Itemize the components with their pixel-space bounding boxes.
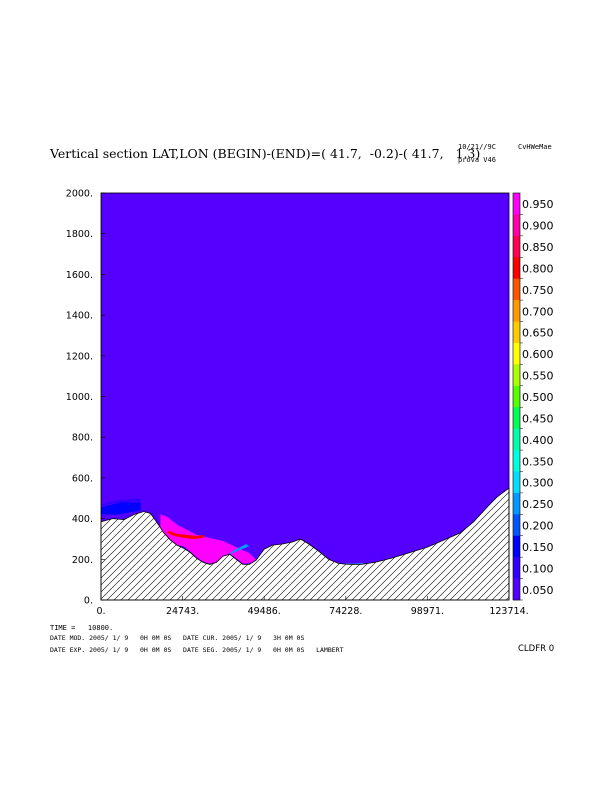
experiment-name: prova V46: [458, 156, 496, 164]
colorbar-label-17: 0.100: [522, 562, 554, 575]
colorbar-frame: [512, 192, 521, 601]
colorbar-swatch-0: [513, 193, 520, 215]
colorbar-label-10: 0.450: [522, 412, 554, 425]
date-line-1: DATE MOD. 2005/ 1/ 9 0H 0M 0S DATE CUR. …: [50, 634, 305, 642]
y-tick-label-10: 2000.: [66, 189, 93, 200]
colorbar-label-18: 0.050: [522, 584, 554, 597]
colorbar-swatch-4: [513, 278, 520, 301]
model-name: CvHWeMae: [518, 143, 552, 151]
y-tick-label-7: 1400.: [66, 311, 93, 322]
colorbar-swatch-9: [513, 385, 520, 408]
run-date: 10/21//9C: [458, 143, 496, 151]
cloud-region-3: [167, 530, 204, 539]
colorbar-label-16: 0.150: [522, 541, 554, 554]
colorbar-swatch-5: [513, 300, 520, 322]
x-tick-label-0: 0.: [96, 606, 105, 617]
colorbar-label-12: 0.350: [522, 455, 554, 468]
colorbar-label-3: 0.800: [522, 262, 554, 275]
y-tick-label-9: 1800.: [66, 229, 93, 240]
colorbar-swatch-8: [513, 364, 520, 387]
y-tick-label-1: 200.: [72, 555, 93, 566]
colorbar-swatch-12: [513, 450, 520, 472]
colorbar-label-9: 0.500: [522, 391, 554, 404]
colorbar-label-1: 0.900: [522, 220, 554, 233]
variable-label: CLDFR 0: [518, 644, 555, 654]
y-tick-label-3: 600.: [72, 473, 93, 484]
colorbar-label-5: 0.700: [522, 305, 554, 318]
colorbar-swatch-10: [513, 407, 520, 429]
y-tick-label-5: 1000.: [66, 392, 93, 403]
x-tick-label-2: 49486.: [248, 606, 281, 617]
terrain: [100, 487, 510, 601]
y-tick-label-6: 1200.: [66, 351, 93, 362]
cloud-region-1: [101, 498, 141, 507]
colorbar-label-4: 0.750: [522, 284, 554, 297]
cloud-region-2: [160, 514, 256, 564]
colorbar-label-0: 0.950: [522, 198, 554, 211]
colorbar-swatch-2: [513, 235, 520, 258]
colorbar-swatch-18: [513, 578, 520, 601]
colorbar-label-14: 0.250: [522, 498, 554, 511]
time-label: TIME = 10800.: [50, 624, 114, 632]
x-tick-label-3: 74228.: [329, 606, 362, 617]
x-tick-label-1: 24743.: [166, 606, 199, 617]
x-tick-label-5: 123714.: [489, 606, 528, 617]
date-line-2: DATE EXP. 2005/ 1/ 9 0H 0M 0S DATE SEG. …: [50, 646, 344, 654]
y-tick-label-2: 400.: [72, 514, 93, 525]
colorbar-label-11: 0.400: [522, 434, 554, 447]
y-tick-label-0: 0.: [84, 596, 93, 607]
cloud-region-4: [228, 544, 250, 555]
colorbar-swatch-13: [513, 471, 520, 494]
colorbar-label-2: 0.850: [522, 241, 554, 254]
colorbar-swatch-15: [513, 514, 520, 537]
colorbar-swatch-14: [513, 492, 520, 515]
chart-title: Vertical section LAT,LON (BEGIN)-(END)=(…: [50, 146, 481, 161]
y-tick-label-4: 800.: [72, 433, 93, 444]
colorbar-label-6: 0.650: [522, 327, 554, 340]
cloud-region-0: [101, 502, 141, 515]
colorbar-label-7: 0.600: [522, 348, 554, 361]
colorbar-swatch-3: [513, 257, 520, 279]
x-tick-label-4: 98971.: [411, 606, 444, 617]
colorbar-swatch-11: [513, 428, 520, 451]
colorbar-swatch-1: [513, 214, 520, 237]
colorbar-swatch-16: [513, 535, 520, 558]
colorbar-swatch-7: [513, 342, 520, 365]
colorbar-label-13: 0.300: [522, 477, 554, 490]
colorbar-swatch-17: [513, 557, 520, 579]
y-tick-label-8: 1600.: [66, 270, 93, 281]
colorbar-swatch-6: [513, 321, 520, 344]
colorbar-label-15: 0.200: [522, 520, 554, 533]
colorbar-label-8: 0.550: [522, 370, 554, 383]
